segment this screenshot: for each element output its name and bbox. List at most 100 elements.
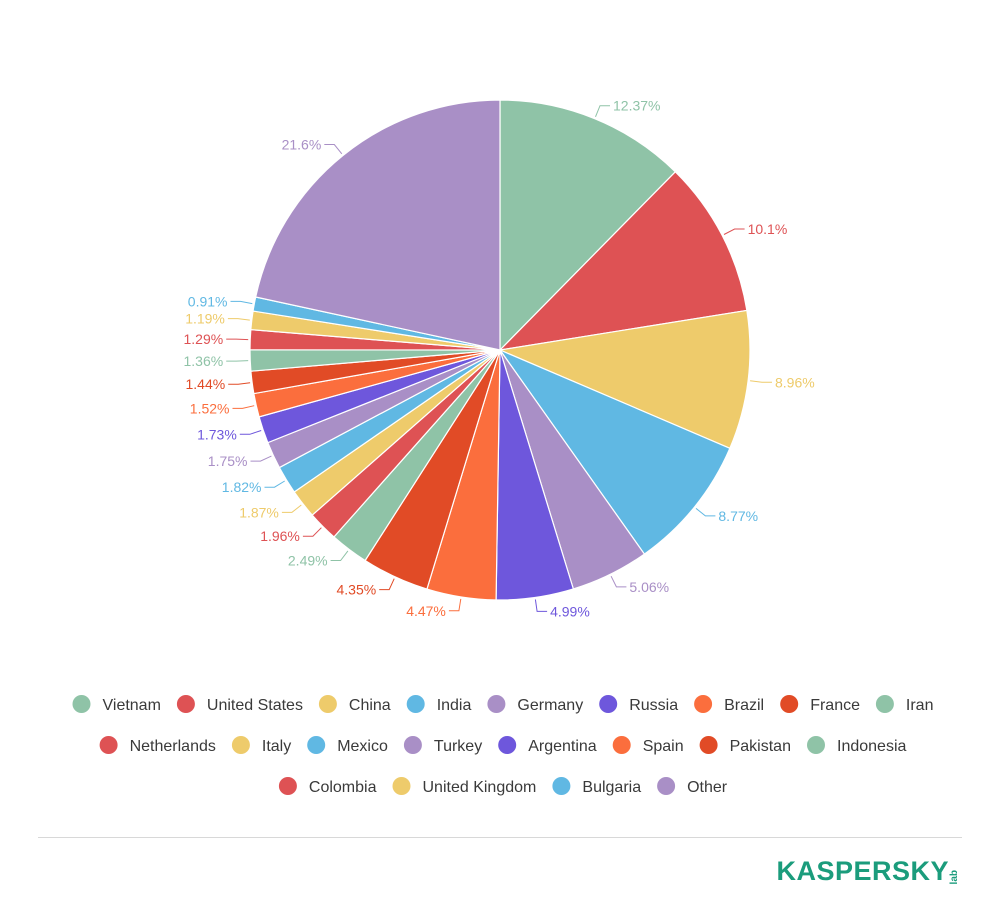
legend-item-pakistan: Pakistan [699,736,791,755]
legend-label-vietnam: Vietnam [103,697,161,714]
legend-item-china: China [318,695,391,714]
legend-marker-bulgaria [552,777,571,795]
legend-marker-colombia [278,777,297,795]
legend-marker-mexico [307,736,326,754]
legend-item-iran: Iran [875,695,934,714]
legend-label-pakistan: Pakistan [730,738,791,755]
legend-marker-france [780,695,799,713]
legend-marker-iran [875,695,894,713]
legend-label-spain: Spain [643,738,684,755]
pie-slice-other [254,99,501,351]
leader-line-other [324,144,343,155]
slice-label-india: 8.77% [718,508,758,524]
slice-label-united-kingdom: 1.19% [185,311,225,327]
legend-label-argentina: Argentina [528,738,597,755]
legend-label-india: India [437,697,472,714]
legend-item-bulgaria: Bulgaria [552,777,641,796]
pie-slice-united-states [498,170,748,351]
legend-marker-china [318,695,337,713]
legend-marker-russia [599,695,618,713]
leader-line-united-states [723,228,745,235]
leader-line-russia [534,599,548,612]
slice-label-netherlands: 1.96% [260,528,300,544]
slice-label-spain: 1.52% [190,400,230,416]
legend-item-united-states: United States [176,695,303,714]
slice-label-turkey: 1.75% [208,453,248,469]
pie-slice-india [498,348,731,555]
legend-marker-vietnam [72,695,91,713]
legend-marker-united-kingdom [392,777,411,795]
slice-label-russia: 4.99% [550,603,590,619]
logo-wordmark: KASPERSKY [776,856,949,886]
leader-line-argentina [239,430,262,435]
legend-marker-united-states [176,695,195,713]
legend-item-spain: Spain [612,736,684,755]
legend-item-argentina: Argentina [498,736,597,755]
pie-slice-vietnam [499,99,677,352]
legend-label-france: France [810,697,860,714]
legend-label-netherlands: Netherlands [130,738,216,755]
legend-marker-brazil [694,695,713,713]
legend-label-other: Other [687,779,728,796]
legend-label-turkey: Turkey [434,738,482,755]
legend-label-united-kingdom: United Kingdom [423,779,537,796]
legend-item-vietnam: Vietnam [72,695,161,714]
leader-line-united-kingdom [227,318,250,321]
leader-line-bulgaria [230,300,253,305]
legend-marker-spain [612,736,631,754]
legend-item-russia: Russia [599,695,678,714]
slice-label-bulgaria: 0.91% [188,293,228,309]
legend-marker-italy [231,736,250,754]
legend-label-germany: Germany [517,697,583,714]
leader-line-germany [610,575,627,588]
legend-item-other: Other [657,777,728,796]
legend-item-indonesia: Indonesia [807,736,906,755]
legend-marker-netherlands [99,736,118,754]
slice-label-brazil: 4.47% [406,603,446,619]
legend-label-italy: Italy [262,738,291,755]
slice-label-colombia: 1.29% [183,331,223,347]
legend-item-india: India [406,695,472,714]
leader-line-india [695,508,716,517]
slice-labels: 12.37% 10.1% 8.96% 8.77% 5.06% 4.99% 4.47% 4.35… [183,98,814,620]
slice-label-indonesia: 1.36% [183,353,223,369]
legend-item-italy: Italy [231,736,291,755]
legend-marker-pakistan [699,736,718,754]
slice-label-germany: 5.06% [629,579,669,595]
pie-slices [249,99,751,601]
legend-marker-germany [487,695,506,713]
legend-marker-india [406,695,425,713]
leader-line-mexico [264,480,285,488]
leader-line-indonesia [226,360,249,362]
legend-label-russia: Russia [629,697,678,714]
legend-label-colombia: Colombia [309,779,377,796]
leader-line-iran [330,550,349,561]
logo-lab: lab [949,869,960,884]
legend-item-colombia: Colombia [278,777,377,796]
pie-slice-china [497,309,751,450]
slice-label-united-states: 10.1% [748,221,788,237]
legend-item-mexico: Mexico [307,736,388,755]
slice-label-argentina: 1.73% [197,426,237,442]
slice-label-italy: 1.87% [239,504,279,520]
slice-label-pakistan: 1.44% [185,376,225,392]
slice-label-china: 8.96% [775,374,815,390]
leader-lines [226,105,772,612]
leader-line-france [379,578,395,591]
legend-label-mexico: Mexico [337,738,388,755]
leader-line-italy [281,504,302,513]
legend-item-germany: Germany [487,695,583,714]
slice-label-france: 4.35% [336,582,376,598]
legend-label-united-states: United States [207,697,303,714]
legend-marker-indonesia [807,736,825,754]
legend-label-brazil: Brazil [724,697,764,714]
legend-item-united-kingdom: United Kingdom [392,777,537,796]
legend-label-indonesia: Indonesia [837,738,906,755]
legend: Vietnam United States China India Germany Rus… [72,695,934,796]
legend-label-iran: Iran [906,697,934,714]
legend-item-france: France [780,695,860,714]
legend-item-brazil: Brazil [694,695,764,714]
legend-label-bulgaria: Bulgaria [582,779,641,796]
legend-label-china: China [349,697,391,714]
leader-line-vietnam [595,105,610,117]
